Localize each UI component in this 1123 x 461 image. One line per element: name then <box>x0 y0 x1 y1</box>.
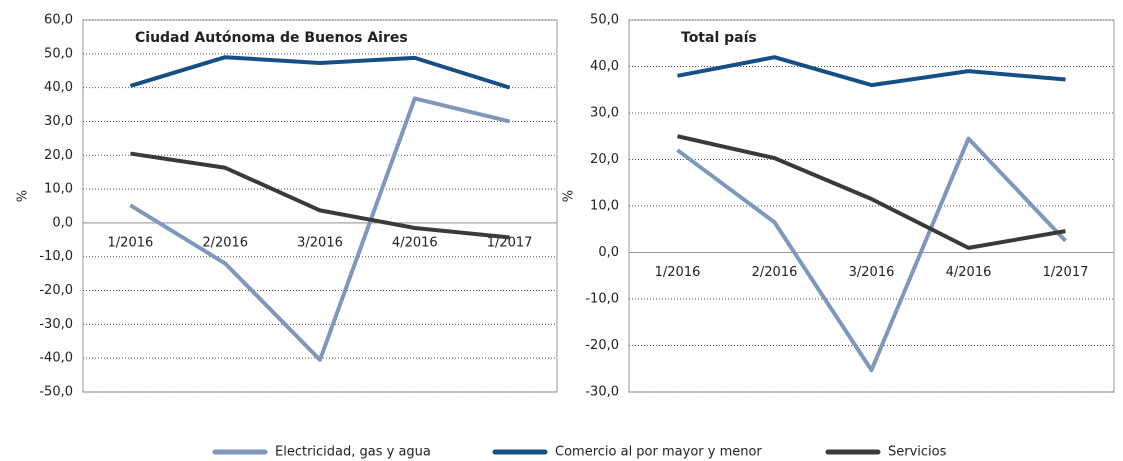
x-tick-label: 1/2016 <box>655 265 701 280</box>
y-tick-label: -30,0 <box>585 385 619 400</box>
legend-label: Electricidad, gas y agua <box>275 445 431 460</box>
y-tick-label: 10,0 <box>44 182 73 197</box>
y-tick-label: -30,0 <box>39 317 73 332</box>
y-tick-label: 30,0 <box>590 106 619 121</box>
y-tick-label: 0,0 <box>52 215 73 230</box>
x-tick-label: 1/2016 <box>108 235 154 250</box>
series-line <box>677 55 1066 88</box>
x-tick-label: 1/2017 <box>487 235 533 250</box>
y-tick-label: -20,0 <box>585 338 619 353</box>
y-tick-label: 20,0 <box>44 148 73 163</box>
y-tick-label: 60,0 <box>44 13 73 28</box>
x-tick-label: 4/2016 <box>946 265 992 280</box>
series-line <box>130 151 510 240</box>
series-line <box>677 134 1066 250</box>
x-tick-label: 2/2016 <box>752 265 798 280</box>
y-tick-label: 20,0 <box>590 152 619 167</box>
y-tick-label: 30,0 <box>44 114 73 129</box>
y-tick-label: 50,0 <box>590 13 619 28</box>
y-tick-label: 10,0 <box>590 199 619 214</box>
y-tick-label: -10,0 <box>39 249 73 264</box>
x-tick-label: 3/2016 <box>849 265 895 280</box>
series-line <box>129 96 511 362</box>
y-tick-label: -10,0 <box>585 292 619 307</box>
series-line <box>129 55 511 90</box>
y-axis-label: % <box>562 190 577 202</box>
y-tick-label: -40,0 <box>39 351 73 366</box>
x-tick-label: 3/2016 <box>297 235 343 250</box>
y-tick-label: -50,0 <box>39 385 73 400</box>
x-tick-label: 2/2016 <box>202 235 248 250</box>
series-line <box>676 136 1067 373</box>
chart-title: Ciudad Autónoma de Buenos Aires <box>135 30 408 46</box>
y-tick-label: 40,0 <box>590 59 619 74</box>
y-axis-label: % <box>16 190 31 202</box>
y-tick-label: 40,0 <box>44 80 73 95</box>
y-tick-label: 0,0 <box>598 245 619 260</box>
legend-label: Servicios <box>888 445 947 460</box>
y-tick-label: -20,0 <box>39 283 73 298</box>
x-tick-label: 1/2017 <box>1043 265 1089 280</box>
legend-label: Comercio al por mayor y menor <box>555 445 762 460</box>
x-tick-label: 4/2016 <box>392 235 438 250</box>
plot-area <box>82 19 558 393</box>
chart-title: Total país <box>681 30 757 46</box>
y-tick-label: 50,0 <box>44 46 73 61</box>
